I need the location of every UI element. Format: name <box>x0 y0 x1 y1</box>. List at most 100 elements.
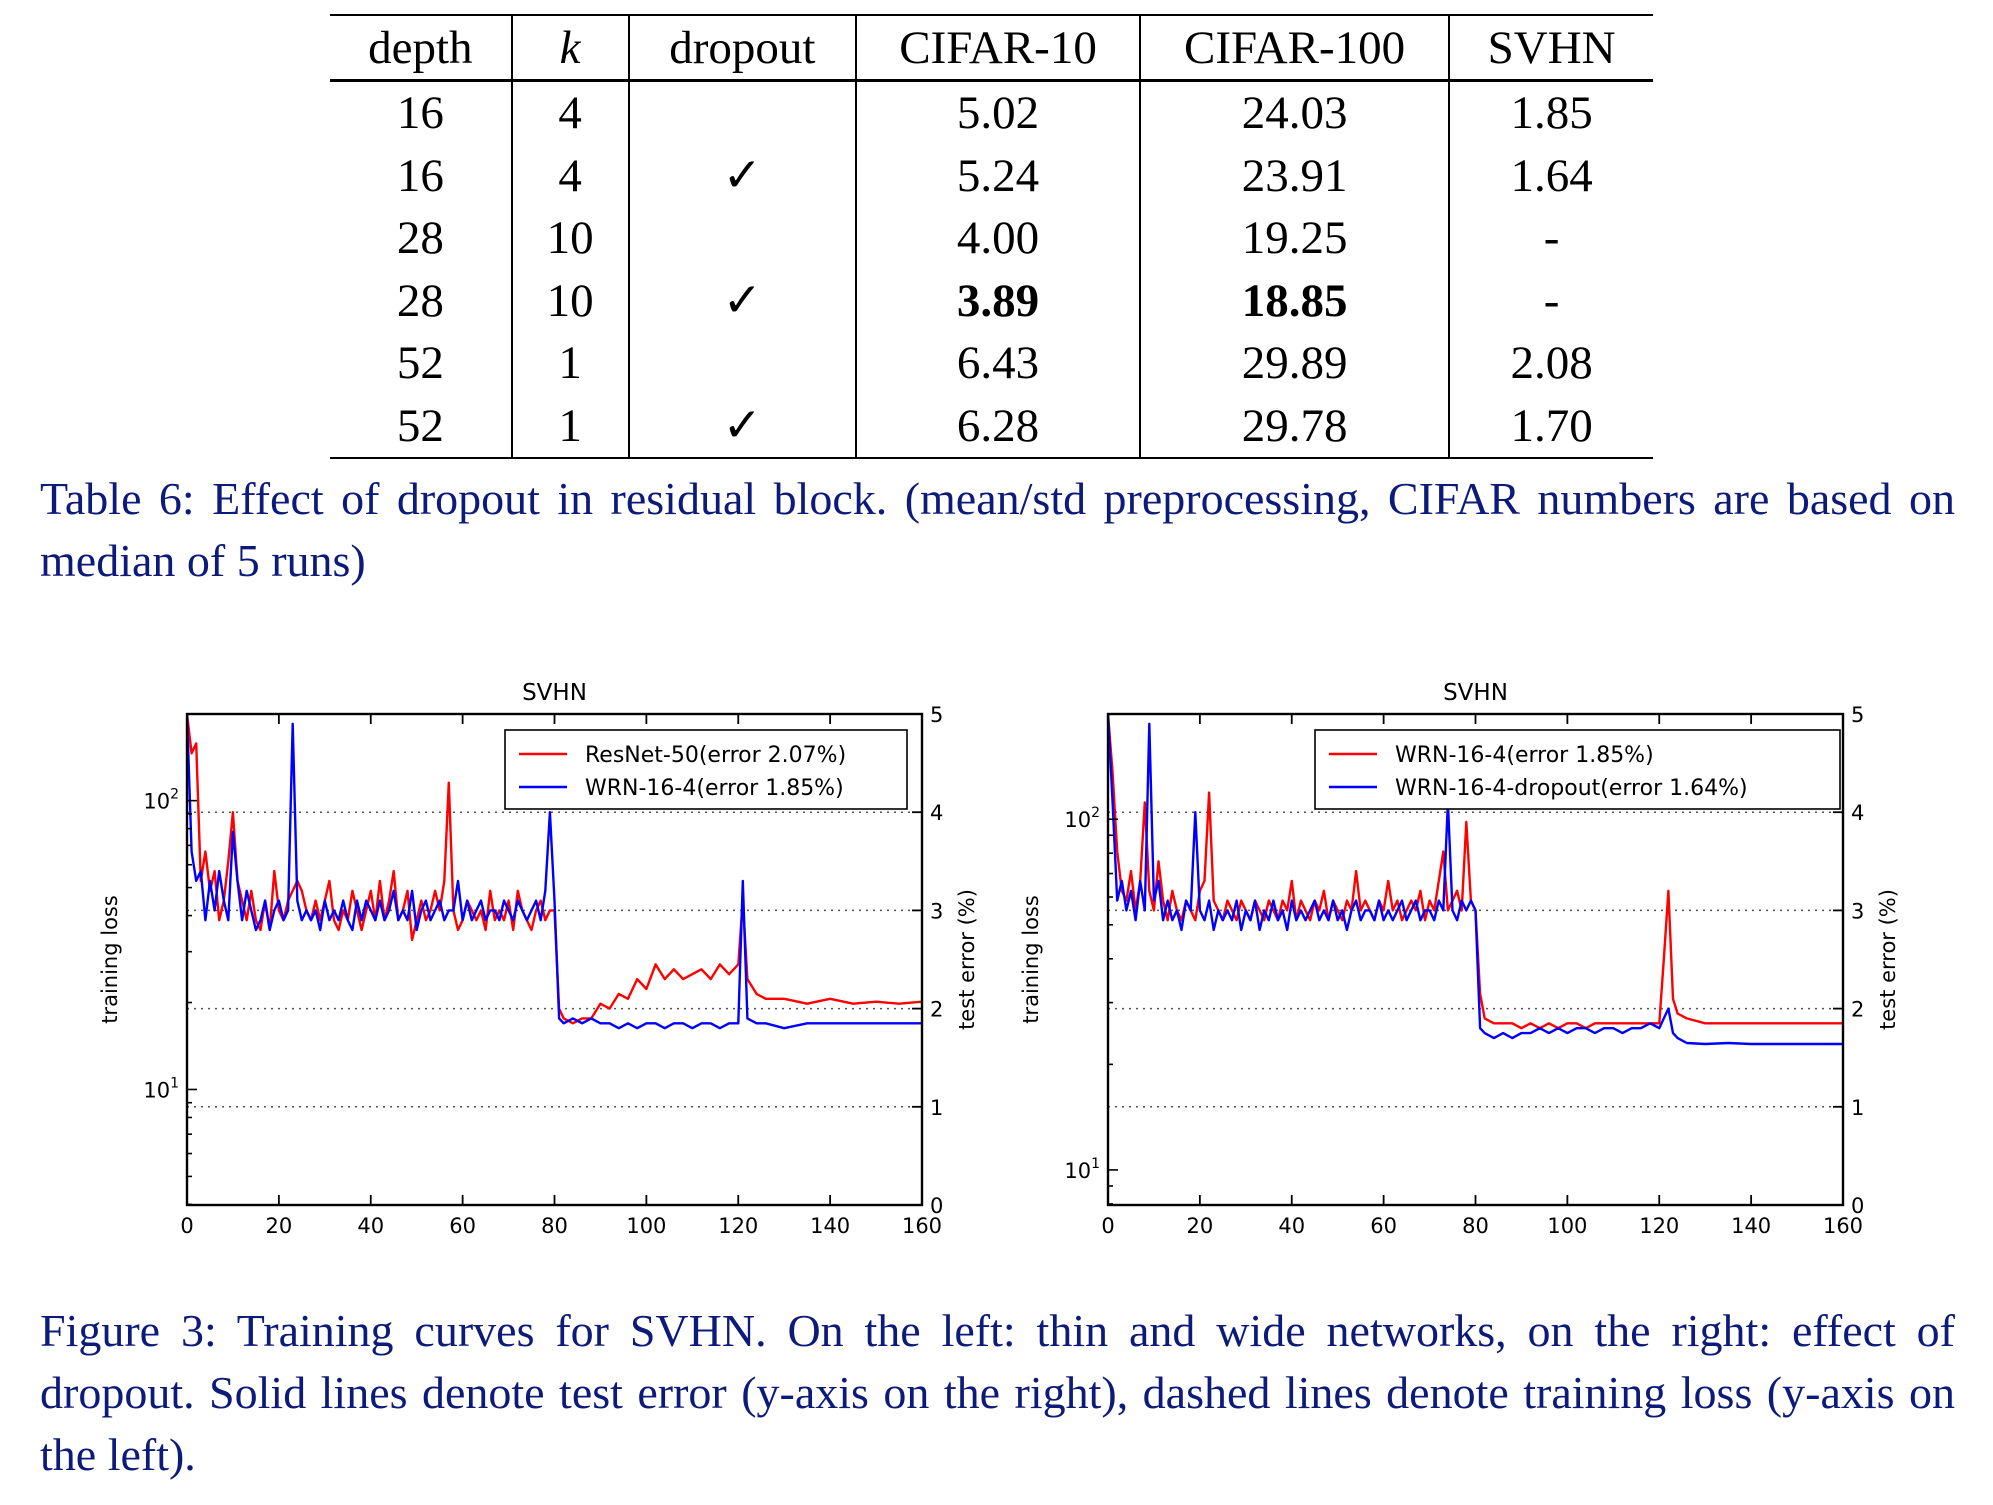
cell-dropout <box>628 332 858 395</box>
x-tick-label: 60 <box>449 1214 476 1238</box>
right-tick-label: 2 <box>930 998 943 1022</box>
cell-depth: 16 <box>330 144 513 207</box>
cell-depth: 16 <box>330 80 513 145</box>
right-tick-label: 3 <box>1851 899 1864 923</box>
plot-area <box>1108 714 1843 1046</box>
header-depth: depth <box>330 14 513 82</box>
cell-svhn: - <box>1543 274 1560 327</box>
x-tick-label: 140 <box>810 1214 850 1238</box>
cell-svhn: - <box>1543 212 1560 265</box>
cell-k: 4 <box>511 80 630 145</box>
x-tick-label: 20 <box>1187 1214 1214 1238</box>
cell-k: 1 <box>511 394 630 459</box>
table-caption: Table 6: Effect of dropout in residual b… <box>40 473 1955 586</box>
cell-cifar10: 5.02 <box>856 80 1141 145</box>
y-left-label: training loss <box>98 895 122 1024</box>
legend-label: WRN-16-4-dropout(error 1.64%) <box>1395 776 1748 801</box>
cell-dropout: ✓ <box>628 144 858 207</box>
right-tick-label: 0 <box>930 1194 943 1218</box>
x-tick-label: 120 <box>1639 1214 1679 1238</box>
cell-cifar10: 6.43 <box>856 332 1141 395</box>
series-line <box>187 714 922 1030</box>
table-row: 52 1 6.43 29.89 2.08 <box>330 332 1653 395</box>
series-line <box>1108 714 1843 1030</box>
legend: ResNet-50(error 2.07%) WRN-16-4(error 1.8… <box>504 729 908 810</box>
cell-svhn: 1.64 <box>1510 149 1593 202</box>
x-tick-label: 20 <box>266 1214 293 1238</box>
x-tick-label: 80 <box>541 1214 568 1238</box>
cell-dropout: ✓ <box>628 394 858 459</box>
right-tick-label: 1 <box>1851 1096 1864 1120</box>
right-tick-label: 5 <box>930 703 943 727</box>
x-tick-label: 80 <box>1462 1214 1489 1238</box>
cell-cifar100-best: 18.85 <box>1139 269 1451 332</box>
y-right-label: test error (%) <box>955 889 979 1030</box>
cell-dropout: ✓ <box>628 269 858 332</box>
table-row: 52 1 ✓ 6.28 29.78 1.70 <box>330 394 1653 459</box>
y-left-label: training loss <box>1019 895 1043 1024</box>
right-tick-label: 2 <box>1851 998 1864 1022</box>
x-tick-label: 100 <box>626 1214 666 1238</box>
cell-dropout <box>628 207 858 270</box>
cell-k: 1 <box>511 332 630 395</box>
x-tick-label: 120 <box>718 1214 758 1238</box>
chart-svhn-dropout: 0 20 40 60 80 100 120 140 160 0 1 2 3 4 5 101 102 SVHN tra… <box>980 665 1940 1265</box>
figure-caption: Figure 3: Training curves for SVHN. On t… <box>40 1305 1955 1480</box>
cell-cifar10: 6.28 <box>856 394 1141 459</box>
table-row: 28 10 ✓ 3.89 18.85 - <box>330 269 1653 332</box>
legend-box <box>504 729 908 810</box>
cell-cifar100: 29.89 <box>1139 332 1451 395</box>
x-tick-label: 0 <box>1101 1214 1114 1238</box>
x-tick-label: 0 <box>180 1214 193 1238</box>
chart-right-svg: 0 20 40 60 80 100 120 140 160012345101102SVHNtra… <box>1019 680 1900 1238</box>
chart-left-svg: 0 20 40 60 80 100 120 140 160012345101102SVHNtra… <box>98 680 979 1238</box>
left-tick-label: 102 <box>143 787 179 814</box>
x-tick-label: 40 <box>1278 1214 1305 1238</box>
series-line <box>187 714 922 1025</box>
cell-cifar100: 23.91 <box>1139 144 1451 207</box>
plot-area <box>187 714 922 1030</box>
cell-cifar10: 5.24 <box>856 144 1141 207</box>
table-row: 16 4 5.02 24.03 1.85 <box>330 80 1653 145</box>
x-tick-label: 160 <box>902 1214 942 1238</box>
left-tick-label: 101 <box>143 1075 179 1102</box>
cell-cifar100: 29.78 <box>1139 394 1451 459</box>
x-tick-label: 160 <box>1823 1214 1863 1238</box>
x-tick-label: 60 <box>1370 1214 1397 1238</box>
header-cifar10: CIFAR-10 <box>856 14 1141 82</box>
cell-cifar10: 4.00 <box>856 207 1141 270</box>
results-table: depth k dropout CIFAR-10 CIFAR-100 SVHN … <box>330 14 1653 459</box>
cell-svhn: 1.85 <box>1510 87 1593 140</box>
cell-depth: 28 <box>330 269 513 332</box>
cell-depth: 52 <box>330 394 513 459</box>
series-line <box>1108 714 1843 1046</box>
right-tick-label: 4 <box>930 801 943 825</box>
left-tick-label: 101 <box>1064 1156 1100 1183</box>
table-row: 28 10 4.00 19.25 - <box>330 207 1653 270</box>
cell-cifar100: 19.25 <box>1139 207 1451 270</box>
left-tick-label: 102 <box>1064 805 1100 832</box>
legend: WRN-16-4(error 1.85%) WRN-16-4-dropout(er… <box>1314 729 1841 810</box>
right-tick-label: 1 <box>930 1096 943 1120</box>
x-tick-label: 40 <box>357 1214 384 1238</box>
cell-cifar100: 24.03 <box>1139 80 1451 145</box>
header-cifar100: CIFAR-100 <box>1139 14 1451 82</box>
right-tick-label: 3 <box>930 899 943 923</box>
cell-depth: 52 <box>330 332 513 395</box>
y-right-label: test error (%) <box>1876 889 1900 1030</box>
right-tick-label: 4 <box>1851 801 1864 825</box>
right-tick-label: 0 <box>1851 1194 1864 1218</box>
x-tick-label: 140 <box>1731 1214 1771 1238</box>
cell-depth: 28 <box>330 207 513 270</box>
x-tick-label: 100 <box>1547 1214 1587 1238</box>
table-row: 16 4 ✓ 5.24 23.91 1.64 <box>330 144 1653 207</box>
legend-label: WRN-16-4(error 1.85%) <box>1395 743 1654 768</box>
cell-dropout <box>628 80 858 145</box>
table-header-row: depth k dropout CIFAR-10 CIFAR-100 SVHN <box>330 14 1653 82</box>
header-svhn: SVHN <box>1449 14 1653 82</box>
chart-title: SVHN <box>522 680 587 706</box>
cell-k: 4 <box>511 144 630 207</box>
cell-svhn: 1.70 <box>1449 394 1653 459</box>
cell-k: 10 <box>511 207 630 270</box>
cell-k: 10 <box>511 269 630 332</box>
